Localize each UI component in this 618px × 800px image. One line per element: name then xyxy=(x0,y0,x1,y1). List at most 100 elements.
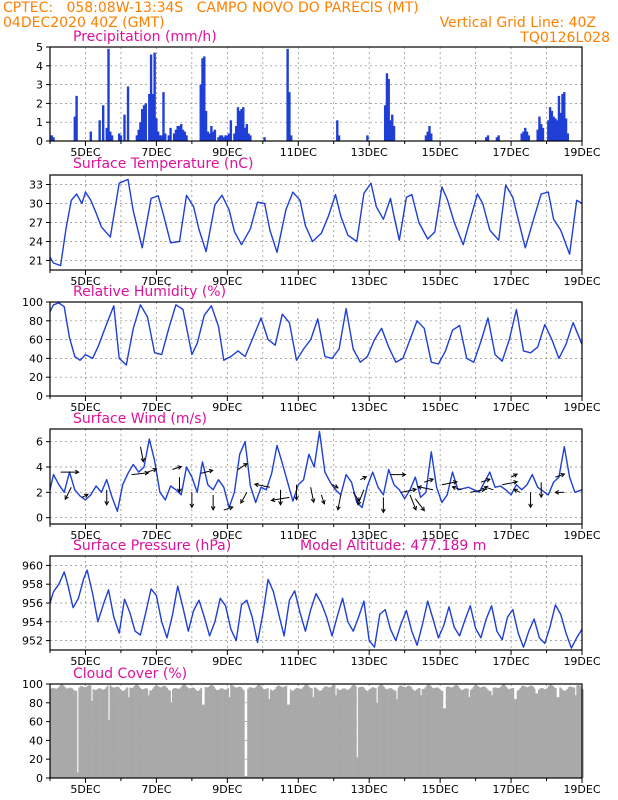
precipitation-bar xyxy=(392,125,396,141)
cloud-cover-bar xyxy=(532,686,535,778)
cloud-cover-bar xyxy=(573,687,576,778)
precipitation-bar xyxy=(233,133,236,141)
cloud-cover-bar xyxy=(50,688,52,778)
wind-arrow-shaft xyxy=(223,506,233,511)
wind-arrow-shaft xyxy=(331,484,339,489)
cloud-cover-bar xyxy=(389,688,391,778)
precipitation-bar xyxy=(149,54,153,141)
temperature-y-tick-label: 27 xyxy=(29,217,43,230)
wind-arrow xyxy=(81,493,89,498)
cloud-cover-bar xyxy=(160,687,163,778)
temperature-y-tick-label: 24 xyxy=(29,236,43,249)
cloud-cover-bar xyxy=(272,690,275,778)
precipitation-bar xyxy=(527,135,530,141)
wind-arrow-head xyxy=(83,493,89,498)
cloud-cover-bar xyxy=(492,687,495,778)
cloud-cover-bar xyxy=(221,688,224,778)
cloud-cover-bar xyxy=(125,688,127,778)
cloud-cover-bar xyxy=(311,688,313,778)
wind-arrow xyxy=(451,485,462,491)
cloud-cover-bar xyxy=(489,690,492,778)
wind-arrow xyxy=(331,484,339,489)
cloud-cover-bar xyxy=(58,686,61,778)
humidity-x-tick-label: 11DEC xyxy=(280,401,317,414)
wind-arrow-shaft xyxy=(254,483,270,488)
wind-arrow-head xyxy=(64,495,69,501)
precipitation-bar xyxy=(497,135,500,141)
precipitation-x-tick-label: 7DEC xyxy=(141,146,171,159)
cloud-cover-bar xyxy=(132,687,135,778)
cloud-cover-bar xyxy=(367,690,370,778)
cloud-cover-bar xyxy=(206,687,208,778)
cloud-cover-bar xyxy=(303,685,306,778)
cloud-cover-bar xyxy=(475,684,478,778)
wind-arrow-shaft xyxy=(271,496,290,501)
temperature-panel: Surface Temperature (nC) 21 24 27 30 33 5DEC 7D… xyxy=(29,156,601,288)
wind-arrow-head xyxy=(253,482,259,488)
precipitation-bar xyxy=(541,127,545,141)
cloud-cover-bar xyxy=(72,689,75,778)
cloud-y-tick-label: 100 xyxy=(22,678,43,691)
precipitation-bar xyxy=(245,124,249,141)
precipitation-bar xyxy=(119,135,123,141)
wind-arrow-head xyxy=(177,465,183,470)
wind-arrow-head xyxy=(420,506,425,512)
cloud-cover-bar xyxy=(452,686,455,778)
cloud-cover-bar xyxy=(564,690,567,778)
precipitation-bar xyxy=(50,135,53,141)
cloud-cover-bar xyxy=(411,689,414,778)
cloud-cover-bar xyxy=(471,688,474,778)
wind-y-tick-label: 6 xyxy=(36,436,43,449)
cloud-cover-bar xyxy=(220,688,222,778)
precipitation-bar xyxy=(554,118,557,141)
wind-arrow-head xyxy=(144,470,150,476)
header-grid-line-note: Vertical Grid Line: 40Z xyxy=(439,15,596,31)
cloud-cover-bar xyxy=(203,704,205,778)
cloud-cover-bar xyxy=(373,687,376,778)
cloud-x-tick-label: 19DEC xyxy=(563,783,600,796)
wind-arrow-head xyxy=(189,503,195,509)
humidity-x-tick-label: 15DEC xyxy=(422,401,459,414)
wind-arrow-shaft xyxy=(417,486,434,491)
cloud-cover-bar xyxy=(198,689,201,778)
cloud-cover-bar xyxy=(313,687,316,778)
cloud-cover-bar xyxy=(353,685,356,778)
cloud-cover-bar xyxy=(359,687,361,778)
cloud-cover-bar xyxy=(305,684,308,778)
precipitation-bar xyxy=(123,114,126,141)
cloud-y-tick-label: 40 xyxy=(29,734,43,747)
cloud-cover-bar xyxy=(555,688,557,778)
cloud-cover-bar xyxy=(113,687,116,778)
header-date: 04DEC2020 40Z (GMT) xyxy=(3,15,165,31)
wind-y-tick-label: 4 xyxy=(36,461,43,474)
wind-arrow xyxy=(414,498,425,512)
wind-arrow-head xyxy=(481,487,487,493)
cloud-cover-bar xyxy=(332,685,335,778)
cloud-x-tick-label: 11DEC xyxy=(280,783,317,796)
cloud-cover-bar xyxy=(386,689,388,778)
cloud-cover-bar xyxy=(320,690,323,778)
cloud-cover-bar xyxy=(482,686,485,778)
cloud-cover-bar xyxy=(55,688,58,778)
humidity-y-tick-label: 20 xyxy=(29,371,43,384)
cloud-cover-bar xyxy=(457,685,459,778)
header-line1: CPTEC: 058:08W-13:34S CAMPO NOVO DO PARE… xyxy=(3,0,419,16)
wind-arrow-shaft xyxy=(513,488,521,493)
cloud-cover-bar xyxy=(540,687,543,778)
cloud-cover-bar xyxy=(360,686,363,778)
cloud-cover-bar xyxy=(442,708,445,778)
precipitation-bar xyxy=(217,137,220,141)
wind-arrow-head xyxy=(412,505,417,511)
cloud-x-tick-label: 7DEC xyxy=(141,783,171,796)
precipitation-bar xyxy=(153,52,156,141)
cloud-cover-bar xyxy=(553,687,556,778)
pressure-x-tick-label: 19DEC xyxy=(563,655,600,668)
cloud-cover-bar xyxy=(101,689,103,778)
pressure-y-axis: 952 954 956 958 960 xyxy=(22,559,50,648)
cloud-cover-bar xyxy=(536,693,539,778)
cloud-cover-bar xyxy=(152,688,154,778)
cloud-cover-bar xyxy=(120,690,123,778)
wind-arrow-shaft xyxy=(441,481,458,486)
cloud-cover-bar xyxy=(276,685,279,778)
wind-arrow-shaft xyxy=(337,494,342,510)
